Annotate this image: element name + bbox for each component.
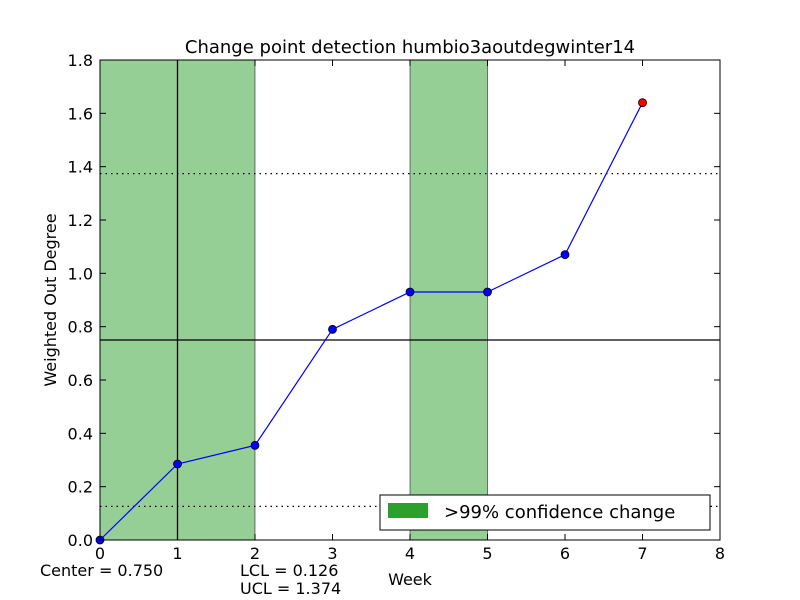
highlight-point [638, 98, 647, 108]
data-point [405, 287, 415, 297]
x-tick-label: 8 [715, 544, 725, 563]
y-axis-label: Weighted Out Degree [41, 213, 60, 386]
y-tick-label: 1.4 [68, 158, 93, 177]
x-tick-label: 0 [95, 544, 105, 563]
data-point [173, 459, 182, 469]
x-tick-label: 6 [560, 544, 570, 563]
x-tick-label: 7 [637, 544, 647, 563]
y-tick-label: 0.4 [68, 424, 93, 443]
y-tick-label: 1.2 [68, 211, 93, 230]
data-series [95, 98, 647, 545]
y-tick-label: 1.6 [68, 104, 93, 123]
data-point [250, 440, 260, 450]
x-axis-label: Week [388, 570, 433, 589]
axis-ticks: 0 1 2 3 4 5 6 7 8 0.0 0.2 0.4 0.6 0.8 1.0 1.2 1.4 1.6 1.8 [68, 51, 726, 563]
legend-label: >99% confidence change [444, 502, 675, 523]
y-tick-label: 0.0 [68, 531, 93, 550]
x-tick-label: 4 [405, 544, 415, 563]
ucl-value-text: UCL = 1.374 [240, 579, 341, 598]
y-tick-label: 1.0 [68, 264, 93, 283]
change-regions [99, 59, 488, 541]
x-tick-label: 2 [250, 544, 260, 563]
x-tick-label: 3 [327, 544, 337, 563]
legend: >99% confidence change [379, 494, 711, 531]
chart-title: Change point detection humbio3aoutdegwin… [185, 37, 635, 58]
data-point [328, 324, 337, 334]
x-tick-label: 5 [482, 544, 492, 563]
data-point [483, 287, 492, 297]
y-tick-label: 0.8 [68, 318, 93, 337]
x-tick-label: 1 [172, 544, 182, 563]
y-tick-label: 0.2 [68, 478, 93, 497]
y-tick-label: 0.6 [68, 371, 93, 390]
legend-box [379, 494, 711, 531]
lcl-value-text: LCL = 0.126 [240, 561, 338, 580]
series-line [99, 102, 644, 541]
change-region-2 [409, 59, 488, 541]
y-tick-label: 1.8 [68, 51, 93, 70]
legend-swatch [388, 503, 428, 518]
data-point [560, 250, 570, 260]
center-value-text: Center = 0.750 [40, 561, 163, 580]
